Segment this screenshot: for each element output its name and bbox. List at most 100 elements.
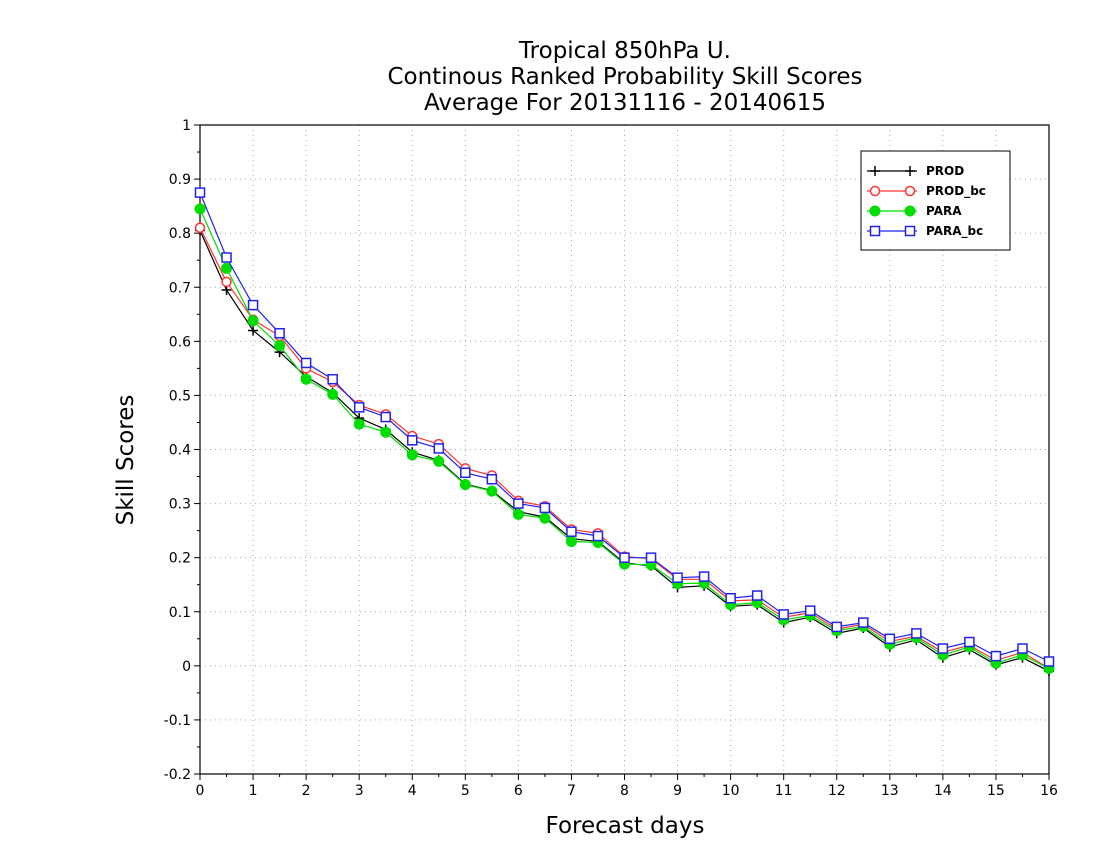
data-point-para bbox=[274, 340, 286, 352]
x-tick-label: 7 bbox=[567, 783, 576, 799]
x-tick-label: 4 bbox=[408, 783, 417, 799]
legend-item-para: PARA bbox=[867, 204, 962, 218]
legend-marker bbox=[904, 205, 916, 217]
legend-marker bbox=[904, 225, 916, 237]
series-line-para-bc bbox=[199, 192, 1050, 663]
data-point-para-bc bbox=[964, 636, 975, 648]
y-tick-label: -0.1 bbox=[164, 713, 191, 729]
data-point-para bbox=[353, 418, 365, 430]
data-point-para-bc bbox=[778, 609, 789, 620]
x-axis-ticks: 0 1 2 3 4 5 6 7 8 9 10 11 12 13 14 15 16 bbox=[196, 774, 1058, 799]
title-line-2: Continous Ranked Probability Skill Score… bbox=[387, 64, 862, 90]
data-point-prod-bc bbox=[194, 222, 206, 234]
data-point-para-bc bbox=[698, 571, 710, 582]
data-point-para bbox=[486, 485, 498, 497]
data-point-para bbox=[300, 373, 312, 385]
legend-box bbox=[860, 150, 1011, 251]
title-line-1: Tropical 850hPa U. bbox=[518, 38, 731, 64]
x-tick-label: 6 bbox=[514, 783, 523, 799]
data-point-para-bc bbox=[327, 373, 338, 385]
data-point-para-bc bbox=[247, 299, 259, 311]
data-point-para bbox=[221, 262, 233, 274]
data-point-para-bc bbox=[380, 411, 391, 423]
series-para bbox=[194, 203, 1055, 675]
y-tick-label: 0.4 bbox=[169, 443, 191, 459]
data-point-para-bc bbox=[645, 552, 657, 563]
y-tick-label: 0.3 bbox=[169, 497, 191, 513]
title-line-3: Average For 20131116 - 20140615 bbox=[424, 90, 826, 116]
data-point-para-bc bbox=[194, 187, 206, 198]
y-tick-label: 0.9 bbox=[169, 172, 191, 188]
data-point-para-bc bbox=[433, 443, 445, 454]
legend-marker bbox=[869, 225, 881, 237]
y-tick-label: 0.7 bbox=[169, 280, 191, 296]
legend-item-prod-bc: PROD_bc bbox=[867, 184, 986, 199]
x-tick-label: 0 bbox=[196, 783, 205, 799]
series-layer bbox=[194, 187, 1055, 677]
data-point-para bbox=[433, 455, 445, 467]
series-line-para bbox=[199, 208, 1050, 670]
data-point-para-bc bbox=[592, 530, 604, 542]
x-tick-label: 12 bbox=[828, 783, 846, 799]
grid-lines bbox=[200, 125, 1049, 774]
data-point-para-bc bbox=[804, 605, 816, 616]
data-point-para-bc bbox=[725, 592, 736, 604]
legend-label: PARA bbox=[926, 204, 962, 218]
data-point-para-bc bbox=[460, 467, 471, 479]
x-axis-label: Forecast days bbox=[546, 813, 705, 839]
data-point-para-bc bbox=[513, 498, 524, 509]
data-point-para-bc bbox=[858, 617, 869, 628]
x-tick-label: 11 bbox=[775, 783, 793, 799]
data-point-para bbox=[459, 479, 471, 491]
x-tick-label: 3 bbox=[355, 783, 364, 799]
data-point-para-bc bbox=[221, 252, 232, 263]
legend-marker bbox=[870, 166, 880, 176]
data-point-prod bbox=[248, 325, 259, 336]
y-tick-label: 1 bbox=[182, 118, 191, 134]
series-para-bc bbox=[194, 187, 1055, 667]
data-point-para bbox=[539, 512, 551, 524]
y-tick-label: -0.2 bbox=[164, 767, 191, 783]
data-point-para bbox=[406, 449, 418, 461]
x-tick-label: 14 bbox=[934, 783, 952, 799]
chart-title: Tropical 850hPa U. Continous Ranked Prob… bbox=[387, 38, 862, 116]
data-point-para-bc bbox=[274, 327, 285, 339]
data-point-para bbox=[327, 388, 339, 400]
data-point-para-bc bbox=[539, 502, 551, 514]
data-point-para-bc bbox=[1043, 656, 1055, 667]
data-point-para-bc bbox=[619, 552, 630, 563]
x-tick-label: 8 bbox=[620, 783, 629, 799]
legend-item-prod: PROD bbox=[867, 164, 964, 178]
data-point-para bbox=[512, 508, 524, 520]
data-point-para-bc bbox=[751, 590, 763, 601]
x-tick-label: 16 bbox=[1040, 783, 1058, 799]
y-tick-label: 0.2 bbox=[169, 551, 191, 567]
x-tick-label: 13 bbox=[881, 783, 899, 799]
legend: PROD PROD_bc PARA PARA_bc bbox=[860, 150, 1011, 251]
y-axis-label: Skill Scores bbox=[113, 395, 139, 526]
data-point-para-bc bbox=[300, 357, 312, 369]
legend-label: PARA_bc bbox=[926, 224, 983, 239]
series-line-prod-bc bbox=[199, 227, 1050, 670]
x-tick-label: 1 bbox=[249, 783, 258, 799]
legend-label: PROD_bc bbox=[926, 184, 986, 199]
data-point-para-bc bbox=[407, 435, 418, 446]
y-tick-label: 0 bbox=[182, 659, 191, 675]
data-point-para-bc bbox=[831, 621, 842, 633]
y-axis-ticks: -0.2 -0.1 0 0.1 0.2 0.3 0.4 0.5 0.6 0.7 0.8 0.9 1 bbox=[164, 118, 200, 783]
data-point-para-bc bbox=[884, 633, 896, 645]
y-tick-label: 0.8 bbox=[169, 226, 191, 242]
data-point-para bbox=[565, 535, 577, 547]
legend-marker bbox=[904, 185, 916, 197]
legend-item-para-bc: PARA_bc bbox=[867, 224, 983, 239]
data-point-para-bc bbox=[937, 643, 949, 654]
data-point-para-bc bbox=[672, 572, 683, 583]
data-point-para-bc bbox=[1017, 643, 1028, 654]
data-point-para-bc bbox=[486, 473, 498, 485]
legend-label: PROD bbox=[926, 164, 964, 178]
x-tick-label: 5 bbox=[461, 783, 470, 799]
data-point-para bbox=[194, 203, 206, 215]
data-point-para-bc bbox=[911, 628, 922, 639]
data-point-prod-bc bbox=[221, 276, 232, 288]
data-point-para bbox=[380, 426, 392, 438]
